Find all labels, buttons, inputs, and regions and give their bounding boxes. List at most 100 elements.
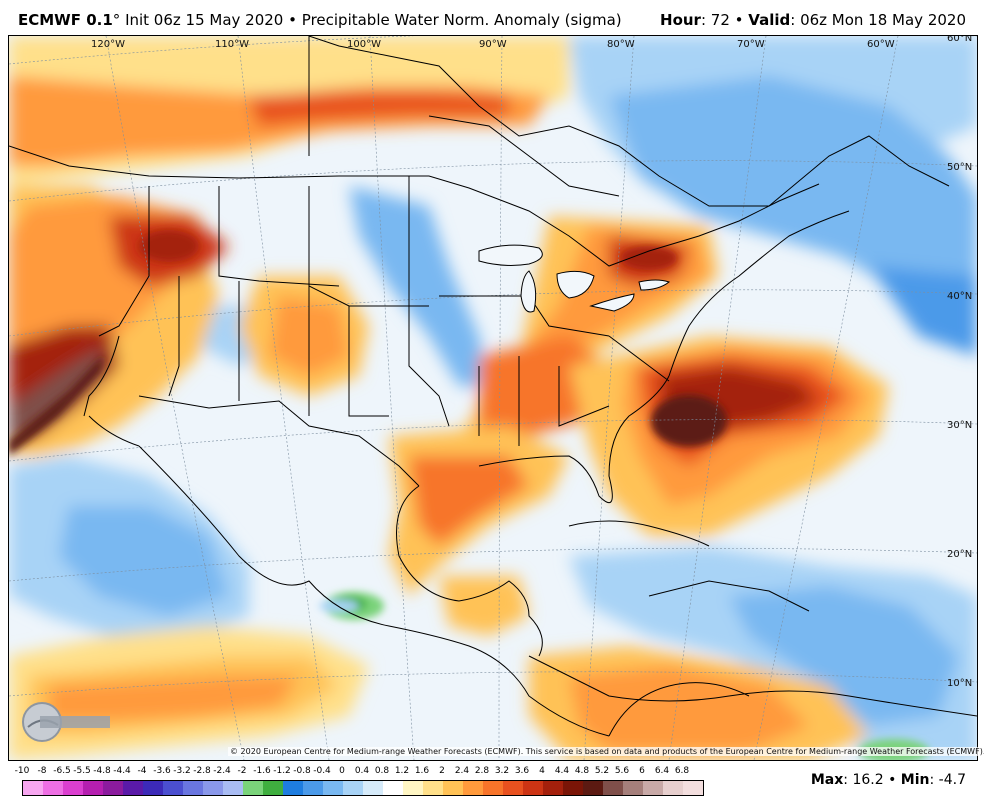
legend-tick-label: -3.6 [153,766,171,776]
legend-swatch [103,781,123,795]
legend-tick-label: 0.4 [354,766,370,776]
legend-tick-label: 6 [639,766,645,776]
lat-label-40n: 40°N [947,291,972,302]
legend-tick-label: 0 [339,766,345,776]
great-lakes [478,244,671,313]
lon-label-100w: 100°W [347,39,381,50]
legend-swatch [603,781,623,795]
legend-swatch [623,781,643,795]
lon-label-80w: 80°W [607,39,635,50]
legend-swatch [483,781,503,795]
legend-swatch [123,781,143,795]
init-time: Init 06z 15 May 2020 [125,11,284,29]
model-name: ECMWF 0.1 [18,11,113,29]
stats-separator: • [888,772,897,788]
legend-swatch [63,781,83,795]
lon-label-110w: 110°W [215,39,249,50]
legend-tick-label: 4.8 [574,766,590,776]
legend-swatch [423,781,443,795]
lat-label-10n: 10°N [947,678,972,689]
legend-swatch [463,781,483,795]
product-name: Precipitable Water Norm. Anomaly (sigma) [301,11,622,29]
anomaly-map: 120°W 110°W 100°W 90°W 80°W 70°W 60°W 60… [9,36,977,760]
legend-swatch [403,781,423,795]
legend-swatch [183,781,203,795]
legend-swatch [663,781,683,795]
anomaly-highlights [9,230,929,760]
color-legend: -10 -8 -6.5 -5.5 -4.8 -4.4 -4 -3.6 -3.2 -2.8 -2.4-… [10,762,710,802]
legend-tick-label: 1.6 [414,766,430,776]
legend-tick-label: -4 [137,766,147,776]
min-label: Min [900,772,930,788]
legend-swatch [343,781,363,795]
lat-label-20n: 20°N [947,549,972,560]
lon-label-70w: 70°W [737,39,765,50]
max-min-stats: Max: 16.2 • Min: -4.7 [810,772,966,788]
legend-tick-label: 2.8 [474,766,490,776]
map-panel: 120°W 110°W 100°W 90°W 80°W 70°W 60°W 60… [8,35,978,761]
legend-tick-labels: -10 -8 -6.5 -5.5 -4.8 -4.4 -4 -3.6 -3.2 -2.8 -2.4-… [10,766,710,778]
lon-label-120w: 120°W [91,39,125,50]
legend-tick-label: -4.8 [93,766,111,776]
mexico-gulf-coast [396,485,460,602]
valid-label: Valid [748,11,791,29]
legend-swatch [383,781,403,795]
legend-swatch [143,781,163,795]
lon-label-60w: 60°W [867,39,895,50]
legend-swatch [643,781,663,795]
legend-tick-label: -0.4 [313,766,331,776]
lat-label-60n: 60°N [947,36,972,44]
legend-tick-label: -0.8 [293,766,311,776]
legend-tick-label: 1.2 [394,766,410,776]
legend-tick-label: 4 [539,766,545,776]
legend-swatch [83,781,103,795]
legend-tick-label: -2.8 [193,766,211,776]
legend-tick-label: 3.6 [514,766,530,776]
legend-swatch [363,781,383,795]
copyright-notice: © 2020 European Centre for Medium-range … [228,747,984,756]
weatherbell-logo [22,702,110,742]
legend-tick-label: -1.6 [253,766,271,776]
legend-swatch [443,781,463,795]
boundaries [9,36,977,737]
lat-label-50n: 50°N [947,162,972,173]
legend-tick-label: -2 [237,766,247,776]
legend-swatch [163,781,183,795]
legend-swatch [583,781,603,795]
legend-tick-label: 4.4 [554,766,570,776]
legend-swatch [543,781,563,795]
east-coast [668,210,850,377]
legend-swatch [523,781,543,795]
legend-tick-label: -8 [37,766,47,776]
max-value: 16.2 [852,772,884,788]
us-mexico-border [138,395,420,487]
legend-tick-label: -6.5 [53,766,71,776]
us-canada-border [9,145,820,267]
title-separator-2: • [734,11,744,29]
legend-swatch [263,781,283,795]
model-degree: ° [112,11,121,29]
legend-swatch [23,781,43,795]
legend-tick-label: 3.2 [494,766,510,776]
legend-tick-label: -5.5 [73,766,91,776]
title-separator: • [288,11,297,29]
legend-tick-label: -3.2 [173,766,191,776]
hour-value: 72 [710,11,730,29]
legend-tick-label: 5.2 [594,766,610,776]
legend-swatch [283,781,303,795]
longitude-labels: 120°W 110°W 100°W 90°W 80°W 70°W 60°W [91,39,895,50]
legend-tick-label: 5.6 [614,766,630,776]
latitude-labels: 60°N 50°N 40°N 30°N 20°N 10°N [947,36,972,689]
legend-swatch [43,781,63,795]
header: ECMWF 0.1° Init 06z 15 May 2020 • Precip… [0,0,984,34]
legend-tick-label: -1.2 [273,766,291,776]
legend-swatch [323,781,343,795]
mexico-pacific-coast [138,445,610,737]
legend-swatch [503,781,523,795]
legend-swatch [223,781,243,795]
lon-label-90w: 90°W [479,39,507,50]
legend-tick-label: 2.4 [454,766,470,776]
legend-tick-label: -10 [14,766,30,776]
legend-swatch [683,781,703,795]
map-title: ECMWF 0.1° Init 06z 15 May 2020 • Precip… [18,11,622,29]
